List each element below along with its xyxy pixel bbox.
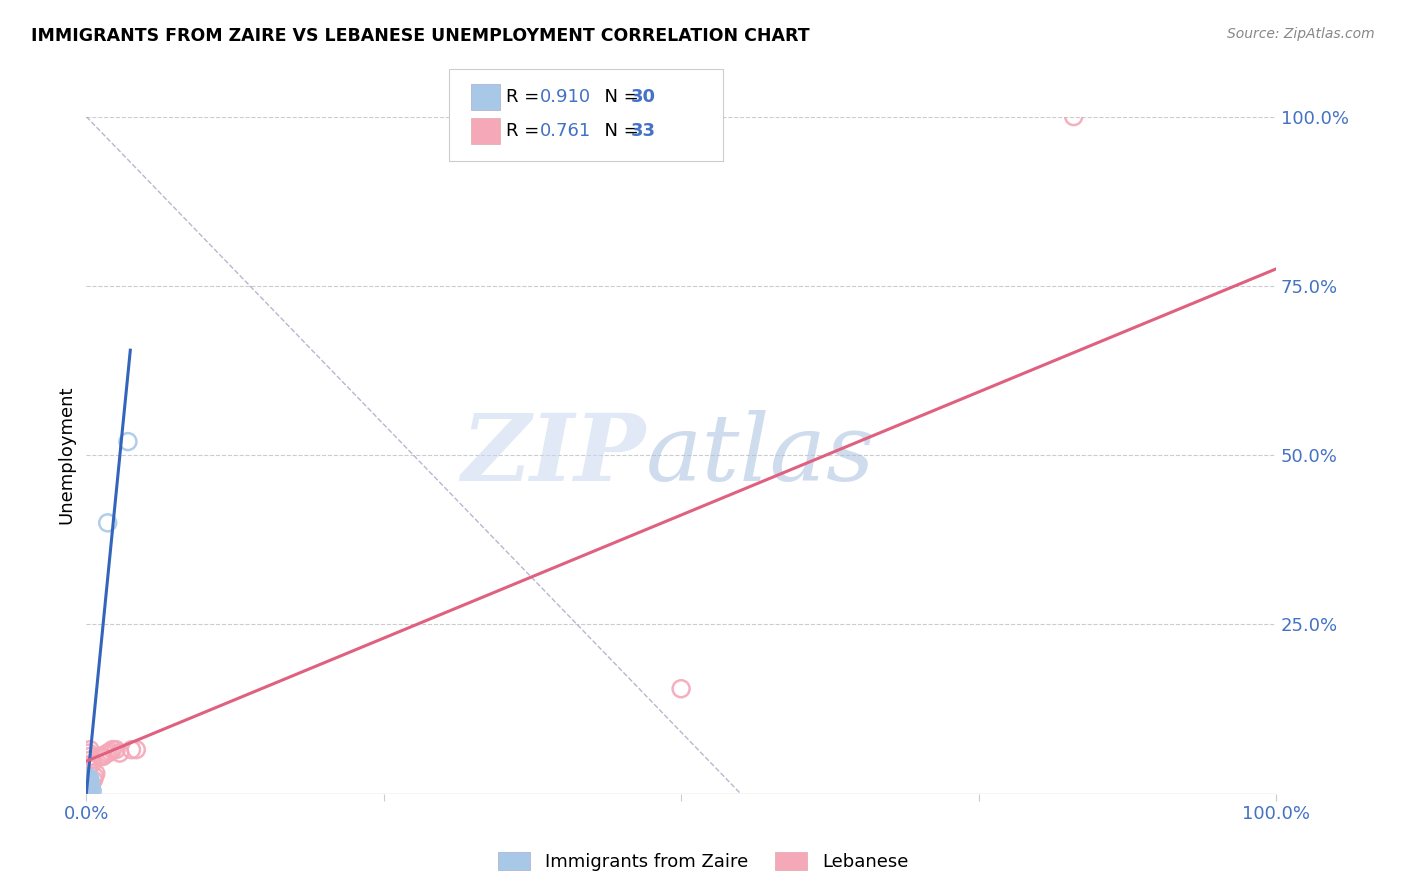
- Point: [97, 516, 120, 530]
- Point: [82, 784, 104, 798]
- Y-axis label: Unemployment: Unemployment: [58, 386, 75, 524]
- Point: [79, 780, 101, 795]
- Point: [76, 785, 98, 799]
- Point: [79, 742, 101, 756]
- Point: [77, 746, 100, 760]
- Point: [76, 784, 98, 798]
- FancyBboxPatch shape: [449, 70, 723, 161]
- Point: [79, 774, 101, 789]
- Point: [77, 779, 100, 793]
- Point: [82, 773, 104, 788]
- Point: [79, 778, 101, 792]
- Point: [125, 742, 148, 756]
- Text: Source: ZipAtlas.com: Source: ZipAtlas.com: [1227, 27, 1375, 41]
- Text: R =: R =: [506, 122, 546, 140]
- Point: [79, 784, 101, 798]
- Point: [97, 746, 120, 760]
- Point: [83, 770, 105, 784]
- Point: [1063, 110, 1085, 124]
- Bar: [471, 118, 501, 144]
- Point: [79, 749, 101, 764]
- Point: [80, 781, 103, 796]
- Point: [77, 773, 100, 788]
- Text: ZIP: ZIP: [461, 410, 645, 500]
- Point: [76, 774, 98, 789]
- Point: [76, 786, 98, 800]
- Text: R =: R =: [506, 88, 546, 106]
- Point: [77, 781, 100, 796]
- Point: [77, 779, 100, 793]
- Point: [77, 785, 100, 799]
- Point: [79, 772, 101, 786]
- Point: [77, 776, 100, 790]
- Point: [79, 775, 101, 789]
- Point: [101, 742, 124, 756]
- Point: [76, 781, 98, 796]
- Text: atlas: atlas: [645, 410, 875, 500]
- Point: [84, 766, 107, 780]
- Text: 30: 30: [631, 88, 657, 106]
- Point: [77, 777, 100, 791]
- Point: [94, 747, 117, 762]
- Point: [77, 783, 100, 797]
- Point: [77, 782, 100, 797]
- Text: IMMIGRANTS FROM ZAIRE VS LEBANESE UNEMPLOYMENT CORRELATION CHART: IMMIGRANTS FROM ZAIRE VS LEBANESE UNEMPL…: [31, 27, 810, 45]
- Point: [76, 784, 98, 798]
- Point: [76, 770, 98, 784]
- Point: [77, 781, 100, 796]
- Point: [79, 780, 101, 794]
- Point: [76, 784, 98, 798]
- Point: [80, 753, 103, 767]
- Point: [82, 756, 104, 771]
- Point: [76, 773, 98, 788]
- Bar: [471, 84, 501, 110]
- Point: [77, 781, 100, 796]
- Point: [76, 784, 98, 798]
- Point: [76, 782, 98, 797]
- Point: [117, 434, 139, 449]
- Point: [108, 746, 131, 760]
- Point: [79, 782, 101, 797]
- Text: N =: N =: [593, 88, 644, 106]
- Point: [669, 681, 692, 696]
- Point: [76, 770, 98, 784]
- Point: [77, 784, 100, 798]
- Point: [76, 776, 98, 790]
- Point: [121, 742, 143, 756]
- Point: [91, 749, 114, 764]
- Legend: Immigrants from Zaire, Lebanese: Immigrants from Zaire, Lebanese: [491, 845, 915, 879]
- Point: [90, 749, 112, 764]
- Point: [77, 759, 100, 773]
- Point: [105, 742, 128, 756]
- Point: [77, 776, 100, 790]
- Point: [76, 786, 98, 800]
- Point: [76, 783, 98, 797]
- Text: 33: 33: [631, 122, 657, 140]
- Point: [76, 780, 98, 795]
- Point: [76, 779, 98, 793]
- Text: N =: N =: [593, 122, 644, 140]
- Text: 0.910: 0.910: [540, 88, 591, 106]
- Point: [98, 745, 121, 759]
- Text: 0.761: 0.761: [540, 122, 591, 140]
